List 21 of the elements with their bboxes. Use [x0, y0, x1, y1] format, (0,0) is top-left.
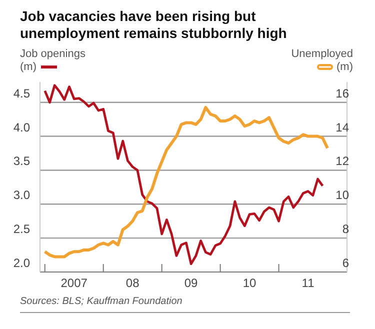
y-tick-label: 2.5	[13, 222, 30, 236]
y-tick-label: 4.5	[13, 86, 30, 100]
source-note: Sources: BLS; Kauffman Foundation	[20, 296, 182, 307]
x-tick-label: 2007	[60, 276, 88, 290]
y2-tick-label: 12	[336, 154, 350, 168]
y2-tick-label: 6	[342, 256, 350, 270]
y-tick-label: 2.0	[13, 256, 30, 270]
x-tick-label: 10	[242, 276, 257, 290]
x-tick-label: 11	[302, 276, 315, 290]
x-tick-label: 09	[184, 276, 198, 290]
y-tick-label: 3.5	[13, 154, 30, 168]
y-tick-label: 4.0	[13, 120, 30, 134]
y2-axis-title: Unemployed (m)	[291, 48, 353, 74]
chart-title: Job vacancies have been rising but unemployment remains stubbornly high	[20, 8, 288, 42]
y2-tick-label: 14	[336, 120, 350, 134]
y2-tick-label: 8	[342, 222, 350, 236]
y-axis-title: Job openings (m)	[20, 48, 86, 74]
y2-tick-label: 10	[336, 188, 350, 202]
y-tick-label: 3.0	[13, 188, 30, 202]
y2-tick-label: 16	[336, 86, 350, 100]
x-tick-label: 08	[126, 276, 140, 290]
